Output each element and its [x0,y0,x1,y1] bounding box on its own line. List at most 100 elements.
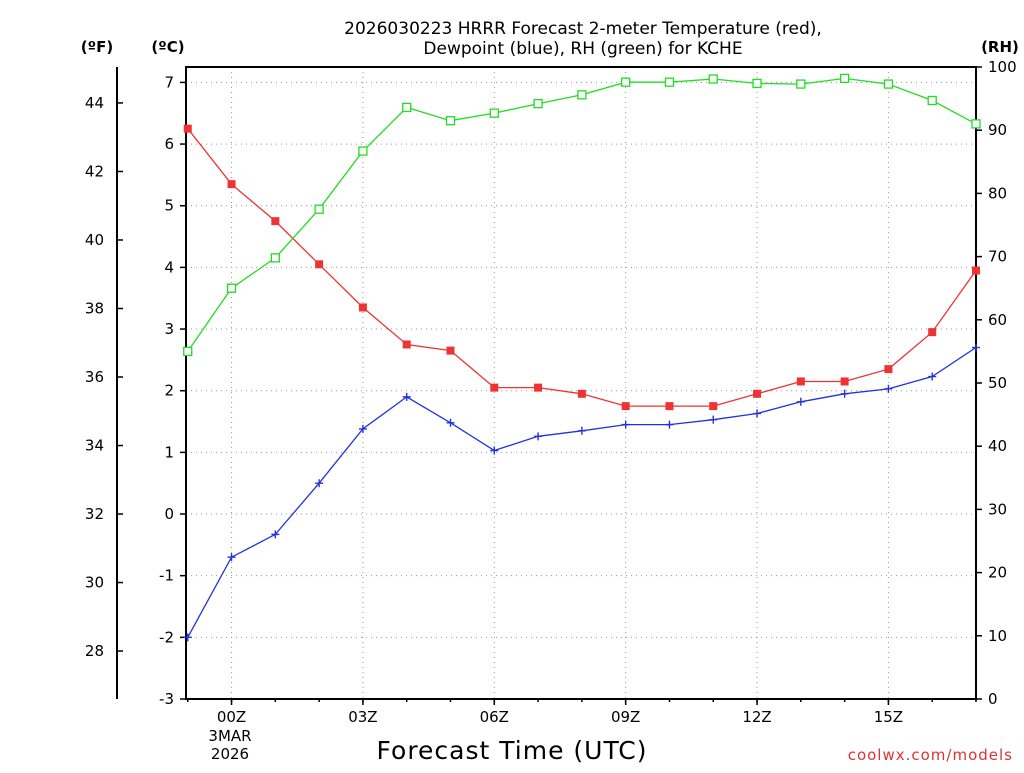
rh-tick-label: 90 [988,121,1007,139]
rh-unit-label: (RH) [981,38,1019,56]
celsius-unit-label: (ºC) [151,38,184,56]
temperature-point [621,402,630,411]
rh-tick-label: 60 [988,311,1007,329]
temperature-point [665,402,674,411]
rh-point [971,119,981,129]
dewpoint-point [621,420,630,429]
fahrenheit-unit-label: (ºF) [81,38,113,56]
temperature-point [227,180,236,189]
dewpoint-point [928,372,937,381]
rh-line [187,77,977,352]
dewpoint-point [840,389,849,398]
celsius-tick-label: 1 [164,443,174,461]
celsius-tick-label: 7 [164,73,174,91]
temperature-point [271,217,280,226]
celsius-tick-label: -3 [159,690,174,708]
celsius-tick-label: 2 [164,382,174,400]
rh-tick-label: 30 [988,500,1007,518]
rh-point [358,146,368,156]
rh-point [752,78,762,89]
rh-tick-label: 0 [988,690,998,708]
rh-point [883,79,894,89]
temperature-point [928,328,937,337]
dewpoint-point [796,397,805,406]
plot-frame [185,66,977,700]
rh-point [226,283,237,293]
temperature-point [534,383,543,392]
celsius-tick-label: -1 [159,567,174,585]
temperature-point [446,346,455,355]
celsius-tick-label: 3 [164,320,174,338]
temperature-point [796,377,805,386]
rh-point [183,346,193,357]
rh-tick-label: 100 [988,58,1017,76]
dewpoint-point [227,553,236,562]
celsius-tick-label: 6 [164,135,174,153]
rh-point [402,102,412,113]
dewpoint-point [358,424,367,433]
rh-tick-label: 80 [988,184,1007,202]
rh-axis: 0 10 20 30 40 50 60 70 80 90 100 [976,58,1017,708]
series-temperature [183,124,980,411]
date-label-year: 2026 [211,745,249,763]
dewpoint-point [402,392,411,401]
temperature-point [840,377,849,386]
x-tick-label: 06Z [480,708,509,726]
fahrenheit-tick-label: 32 [85,505,104,523]
rh-point [577,90,587,100]
series-layer [183,73,981,642]
temperature-point [972,266,980,275]
temperature-point [183,124,192,133]
x-tick-label: 12Z [742,708,771,726]
fahrenheit-tick-label: 34 [85,437,104,455]
rh-tick-label: 70 [988,248,1007,266]
chart-title-line1: 2026030223 HRRR Forecast 2-meter Tempera… [344,19,822,39]
rh-tick-label: 20 [988,564,1007,582]
x-tick-label: 03Z [348,708,377,726]
dewpoint-point [665,420,674,429]
fahrenheit-tick-label: 42 [85,162,104,180]
temperature-point [753,389,762,398]
rh-point [927,95,937,106]
rh-point [533,99,543,109]
series-dewpoint [183,343,980,642]
rh-tick-label: 40 [988,437,1007,455]
dewpoint-point [972,343,980,352]
temperature-point [884,365,893,374]
celsius-tick-label: -2 [159,628,174,646]
rh-point [270,253,280,263]
temperature-point [402,340,411,349]
date-label-month: 3MAR [208,727,251,745]
rh-point [839,73,850,84]
fahrenheit-tick-label: 40 [85,231,104,249]
fahrenheit-tick-label: 30 [85,574,104,592]
dewpoint-point [709,415,718,424]
rh-point [796,79,806,89]
fahrenheit-tick-label: 38 [85,299,104,317]
celsius-axis: -3 -2 -1 0 1 2 3 4 5 6 7 [159,73,186,708]
x-axis: 00Z 03Z 06Z 09Z 12Z 15Z [187,699,977,726]
temperature-point [709,402,718,411]
temperature-point [358,303,367,312]
fahrenheit-axis: 28 30 32 34 36 38 40 42 44 [85,94,123,660]
x-axis-label: Forecast Time (UTC) [377,736,648,765]
rh-point [314,204,324,214]
x-tick-label: 15Z [874,708,903,726]
dewpoint-point [577,426,586,435]
dewpoint-point [271,530,280,539]
celsius-tick-label: 0 [164,505,174,523]
dewpoint-point [446,418,455,427]
rh-tick-label: 10 [988,627,1007,645]
temperature-point [577,389,586,398]
rh-point [664,77,675,87]
dewpoint-point [534,432,543,441]
rh-point [489,108,499,118]
x-tick-label: 09Z [611,708,640,726]
temperature-point [315,260,324,269]
dewpoint-point [884,384,893,393]
fahrenheit-tick-label: 44 [85,94,104,112]
grid [186,67,976,699]
rh-point [708,74,718,84]
chart-title-line2: Dewpoint (blue), RH (green) for KCHE [423,39,742,59]
